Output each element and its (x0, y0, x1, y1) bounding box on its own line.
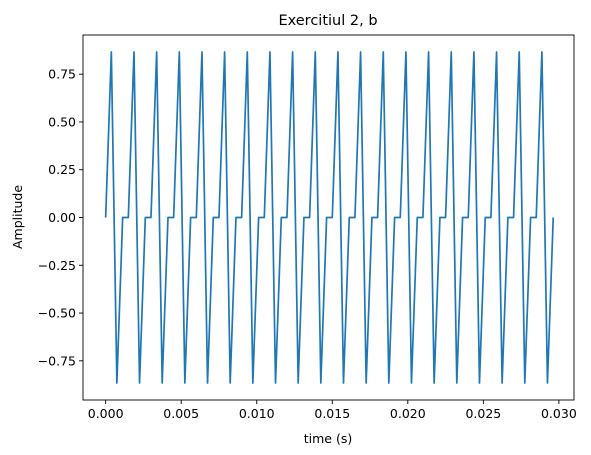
x-tick-label: 0.025 (465, 406, 501, 421)
x-tick-label: 0.015 (314, 406, 350, 421)
y-tick-label: 0.75 (48, 67, 76, 82)
series-line-0 (104, 51, 555, 384)
x-tick-label: 0.000 (88, 406, 124, 421)
x-tick-label: 0.010 (239, 406, 275, 421)
y-tick-label: −0.75 (38, 353, 76, 368)
y-tick-label: 0.25 (48, 162, 76, 177)
x-axis-label: time (s) (304, 431, 352, 446)
y-axis: −0.75 −0.50 −0.25 0.00 0.25 0.50 0.75 (38, 67, 83, 368)
x-tick-label: 0.020 (390, 406, 426, 421)
plot-layer (104, 51, 555, 384)
y-axis-label: Amplitude (10, 185, 25, 249)
x-axis: 0.000 0.005 0.010 0.015 0.020 0.025 0.030 (88, 400, 577, 421)
x-tick-label: 0.030 (541, 406, 577, 421)
chart-title: Exercitiul 2, b (278, 13, 377, 29)
y-tick-label: −0.50 (38, 306, 76, 321)
x-tick-label: 0.005 (163, 406, 199, 421)
y-tick-label: −0.25 (38, 258, 76, 273)
y-tick-label: 0.50 (48, 114, 76, 129)
y-tick-label: 0.00 (48, 210, 76, 225)
